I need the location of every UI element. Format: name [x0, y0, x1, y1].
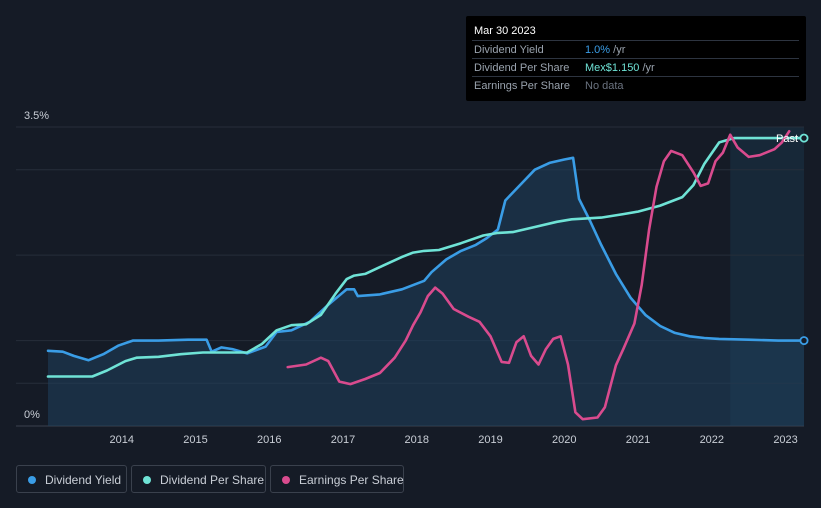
tooltip-value: No data: [585, 80, 624, 92]
past-label: Past: [776, 133, 798, 145]
legend-label: Dividend Per Share: [160, 473, 265, 487]
series-lines: [46, 130, 806, 421]
end-markers: [799, 133, 809, 346]
y-tick-label: 3.5%: [24, 110, 49, 122]
tooltip-date: Mar 30 2023: [474, 25, 536, 37]
x-tick-label: 2019: [478, 434, 502, 446]
x-tick-label: 2022: [700, 434, 724, 446]
dividend-yield-area: [48, 157, 804, 427]
x-tick-label: 2016: [257, 434, 281, 446]
x-tick-label: 2021: [626, 434, 650, 446]
legend-item-dividend-per-share[interactable]: Dividend Per Share: [131, 465, 266, 493]
tooltip-label: Dividend Yield: [474, 44, 544, 56]
tooltip-unit: /yr: [639, 62, 655, 74]
x-tick-label: 2014: [110, 434, 134, 446]
x-tick-label: 2018: [405, 434, 429, 446]
hover-tooltip: Mar 30 2023 Dividend Yield 1.0% /yr Divi…: [466, 16, 806, 101]
dividend-yield-end-marker: [799, 336, 809, 346]
y-axis-ticks: 3.5% 0%: [24, 110, 49, 421]
tooltip-label: Dividend Per Share: [474, 62, 570, 74]
dividend-per-share-end-marker: [799, 133, 809, 143]
tooltip-row-dividend-yield: Dividend Yield 1.0% /yr: [472, 40, 799, 59]
tooltip-row-earnings-per-share: Earnings Per Share No data: [472, 76, 799, 95]
legend-label: Dividend Yield: [45, 473, 122, 487]
legend-dot: [282, 476, 290, 484]
tooltip-unit: /yr: [610, 44, 626, 56]
area-fills: [48, 157, 804, 427]
tooltip-value: 1.0% /yr: [585, 41, 625, 59]
legend-item-dividend-yield[interactable]: Dividend Yield: [16, 465, 127, 493]
x-tick-label: 2015: [183, 434, 207, 446]
legend-dot: [143, 476, 151, 484]
x-tick-label: 2023: [773, 434, 797, 446]
tooltip-number: Mex$1.150: [585, 62, 640, 74]
x-axis-ticks: 2014 2015 2016 2017 2018 2019 2020 2021 2022 2023: [110, 434, 798, 446]
tooltip-row-dividend-per-share: Dividend Per Share Mex$1.150 /yr: [472, 58, 799, 77]
tooltip-label: Earnings Per Share: [474, 80, 570, 92]
legend-item-earnings-per-share[interactable]: Earnings Per Share: [270, 465, 404, 493]
x-tick-label: 2020: [552, 434, 576, 446]
legend-dot: [28, 476, 36, 484]
legend-label: Earnings Per Share: [299, 473, 404, 487]
earnings-per-share-line: [286, 130, 791, 421]
y-tick-label: 0%: [24, 409, 40, 421]
tooltip-number: 1.0%: [585, 44, 611, 56]
x-tick-label: 2017: [331, 434, 355, 446]
tooltip-value: Mex$1.150 /yr: [585, 59, 655, 77]
dividend-yield-line: [46, 156, 806, 362]
dividend-per-share-line: [46, 136, 806, 378]
